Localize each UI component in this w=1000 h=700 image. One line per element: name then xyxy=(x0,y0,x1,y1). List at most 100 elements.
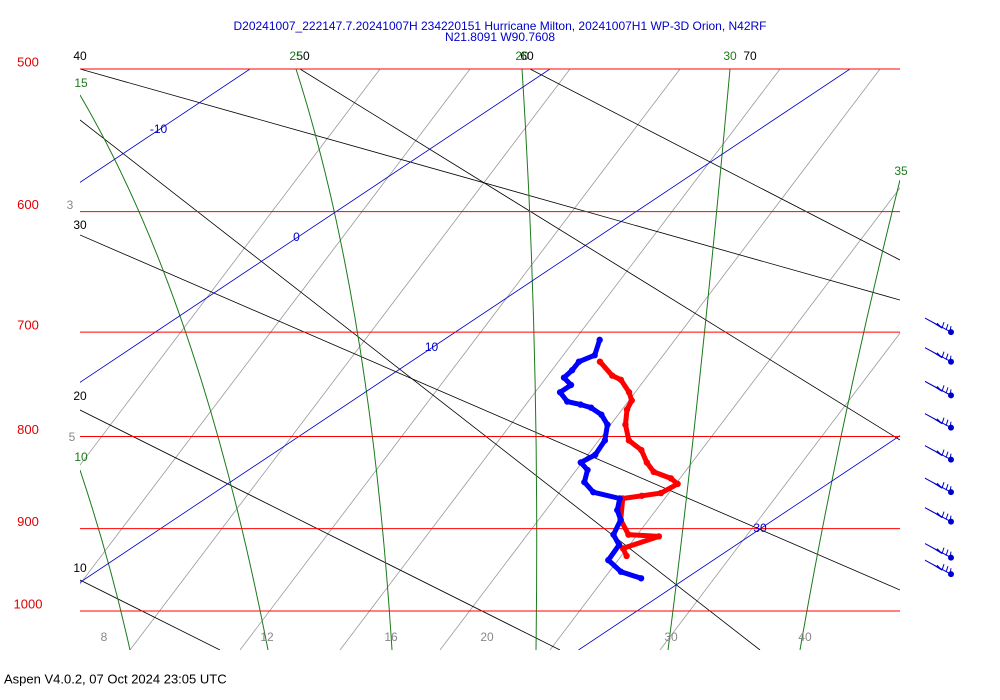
sounding-point xyxy=(616,495,623,502)
mixing-ratio-line xyxy=(129,69,571,650)
mixing-ratio-label: 20 xyxy=(480,630,494,644)
wind-barb xyxy=(924,477,954,496)
sounding-point xyxy=(581,478,588,486)
sounding-point xyxy=(615,541,623,549)
dry-adiabat-label: 30 xyxy=(73,218,87,232)
sounding-point xyxy=(591,352,598,359)
mixing-ratio-line xyxy=(439,69,881,650)
wind-barb-dot xyxy=(948,554,954,561)
mixing-ratio-line xyxy=(339,69,781,650)
mixing-ratio-label: 3 xyxy=(67,198,74,212)
moist-adiabat-label: 30 xyxy=(723,49,737,63)
mixing-ratio-label: 16 xyxy=(384,630,398,644)
sounding-point xyxy=(657,489,665,497)
mixing-ratio-line xyxy=(80,69,381,466)
sounding-point xyxy=(625,437,633,444)
dry-adiabat-label: 10 xyxy=(73,561,87,575)
dry-adiabat-label: 50 xyxy=(296,49,310,63)
sounding-point xyxy=(623,406,631,413)
moist-adiabat xyxy=(80,94,269,650)
sounding-point xyxy=(617,568,625,575)
subtitle: N21.8091 W90.7608 xyxy=(445,30,555,44)
wind-barb-shape xyxy=(924,347,952,363)
sounding-point xyxy=(556,389,564,396)
wind-barb xyxy=(924,543,954,561)
isotherm-label: -10 xyxy=(150,122,168,136)
moist-adiabat xyxy=(80,469,131,650)
wind-barb-dot xyxy=(948,424,954,431)
wind-barb xyxy=(924,507,954,525)
moist-adiabat-label: 10 xyxy=(74,450,88,464)
sounding-point xyxy=(601,437,609,444)
sounding-point xyxy=(638,446,645,454)
isobar-label: 800 xyxy=(17,422,39,437)
sounding-point xyxy=(655,533,663,540)
sounding-point xyxy=(596,336,603,344)
wind-barb xyxy=(924,347,954,365)
sounding-point xyxy=(650,468,657,476)
mixing-ratio-label: 40 xyxy=(798,630,812,644)
wind-barb-dot xyxy=(948,571,954,578)
wind-barb-dot xyxy=(948,489,954,496)
sounding-point xyxy=(587,404,595,411)
sounding-point xyxy=(625,389,633,396)
wind-barb-dot xyxy=(948,358,954,365)
dry-adiabat xyxy=(80,69,900,301)
sounding-point xyxy=(623,552,630,560)
moist-adiabat xyxy=(295,69,393,650)
isobar-label: 700 xyxy=(17,318,39,333)
dry-adiabat xyxy=(80,119,761,650)
wind-barb-dot xyxy=(948,329,954,336)
wind-barb-dot xyxy=(948,518,954,525)
sounding-point xyxy=(617,516,624,524)
sounding-point xyxy=(643,459,650,466)
moist-adiabat xyxy=(521,69,538,650)
wind-barb-dot xyxy=(948,392,954,399)
sounding-point xyxy=(614,506,621,514)
wind-barb-shape xyxy=(924,507,952,523)
sounding-point xyxy=(577,401,584,408)
isobar-label: 600 xyxy=(17,197,39,212)
sounding-point xyxy=(567,381,575,389)
sounding-point xyxy=(622,421,629,428)
sounding-point xyxy=(584,466,591,474)
dry-adiabat xyxy=(80,234,900,591)
isotherm xyxy=(80,69,551,383)
isotherm xyxy=(80,69,851,583)
mixing-ratio-line xyxy=(239,69,681,650)
sounding-point xyxy=(617,376,625,383)
mixing-ratio-line xyxy=(659,332,900,650)
moist-adiabat xyxy=(799,179,900,650)
moist-adiabat xyxy=(667,69,731,650)
isotherm-label: 30 xyxy=(753,521,767,535)
sounding-point xyxy=(604,421,611,428)
sounding-point xyxy=(560,374,568,381)
sounding-point xyxy=(605,556,612,564)
sounding-point xyxy=(608,372,616,379)
moist-adiabat-label: 20 xyxy=(515,49,529,63)
isotherm xyxy=(578,435,900,650)
dry-adiabat xyxy=(529,69,900,261)
dry-adiabat-label: 40 xyxy=(73,49,87,63)
sounding-point xyxy=(674,480,681,488)
isobar-label: 900 xyxy=(17,514,39,529)
mixing-ratio-label: 12 xyxy=(260,630,274,644)
sounding-point xyxy=(598,411,605,418)
dry-adiabat-label: 60 xyxy=(520,49,534,63)
dry-adiabat-label: 70 xyxy=(743,49,757,63)
sounding-point xyxy=(667,475,675,482)
dry-adiabats xyxy=(80,69,900,650)
mixing-ratio-label: 5 xyxy=(69,430,76,444)
mixing-ratio-line xyxy=(80,69,471,585)
mixing-ratio-label: 8 xyxy=(101,630,108,644)
sounding-point xyxy=(625,531,632,538)
dry-adiabat xyxy=(80,409,561,650)
wind-barb-dot xyxy=(948,456,954,463)
isotherm xyxy=(80,69,251,183)
wind-barb-shape xyxy=(924,543,952,559)
sounding-point xyxy=(577,459,584,466)
moist-adiabats xyxy=(80,69,900,650)
moist-adiabat-label: 25 xyxy=(289,49,303,63)
